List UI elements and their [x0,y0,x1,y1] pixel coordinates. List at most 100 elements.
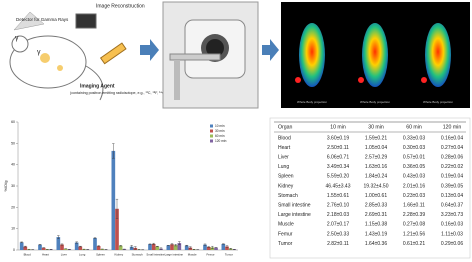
pet-label: Whole Body projection [360,100,390,104]
error-bar [189,246,192,249]
table-cell: 2.85±0.33 [365,203,387,209]
bar [56,237,61,250]
legend-label: 10 min [215,124,225,128]
table-cell: 2.28±0.39 [403,212,425,218]
bar [177,243,182,250]
table-cell: 0.22±0.02 [441,164,463,170]
bar [118,245,123,250]
error-bar [115,198,119,219]
table-cell: Liver [278,155,289,161]
table-cell: Femur [278,231,293,237]
image-reconstruction: Image Reconstruction [96,3,145,9]
mouse-illustration [9,11,127,101]
table-cell: 1.21±0.56 [403,231,425,237]
error-bar [112,143,115,159]
bar [148,244,152,250]
y-tick-label: 60 [11,120,15,124]
table-header: 120 min [443,124,462,130]
x-tick-label: Heart [42,253,49,257]
table-cell: 0.61±0.21 [403,241,425,247]
bar [155,246,160,250]
bar [78,246,83,250]
table-cell: 2.07±0.17 [327,222,349,228]
table-cell: 1.15±0.38 [365,222,387,228]
table-cell: 0.43±0.03 [403,174,425,180]
bar [228,248,233,250]
error-bar [97,245,100,247]
bar [214,247,218,250]
table-cell: 19.32±4.50 [364,183,389,189]
legend-swatch [210,134,213,138]
bar [82,249,86,250]
legend-swatch [210,129,213,133]
arrow [140,39,159,61]
table-header: 30 min [368,124,384,130]
table-cell: 6.06±0.71 [327,155,349,161]
bar [206,246,211,250]
bar [166,245,171,250]
table-cell: 1.64±0.36 [365,241,387,247]
agent-label: Imaging Agent [80,83,115,89]
y-tick-label: 50 [11,141,15,145]
y-tick-label: 10 [11,227,15,231]
error-bar [174,244,177,247]
table-cell: 0.39±0.05 [441,183,463,189]
table-cell: 2.01±0.16 [403,183,425,189]
error-bar [119,245,122,247]
table-cell: 2.82±0.11 [327,241,349,247]
table-cell: 2.76±0.10 [327,203,349,209]
bar [60,244,64,250]
error-bar [134,246,137,250]
table-cell: 1.00±0.61 [365,193,387,199]
pet-label: Whole Body projection [423,100,453,104]
error-bar [225,245,229,248]
table-cell: 0.16±0.03 [441,222,463,228]
table-cell: Tumor [278,241,293,247]
error-bar [57,235,60,239]
error-bar [159,247,163,250]
error-bar [211,246,214,249]
pet-label: Whole Body projection [297,100,327,104]
error-bar [93,237,97,239]
error-bar [130,245,133,249]
bar [115,208,119,250]
legend-swatch [210,124,213,128]
bar [151,243,156,250]
bar [221,243,226,250]
bar [188,247,193,250]
table-cell: Stomach [278,193,298,199]
table-cell: 2.18±0.03 [327,212,349,218]
bar [129,246,134,250]
bar [19,242,24,250]
bar [45,249,50,250]
table-cell: 1.66±0.11 [403,203,425,209]
table-cell: 1.84±0.24 [365,174,387,180]
error-bar [152,243,155,245]
table-cell: 0.27±0.08 [403,222,425,228]
table-cell: Large intestine [278,212,311,218]
table-cell: 1.11±0.03 [441,231,463,237]
x-tick-label: Tumor [225,253,233,257]
detector-label: Detector for Gamma Rays [16,17,69,22]
bar [170,244,174,250]
error-bar [75,241,78,244]
error-bar [24,245,27,248]
error-bar [170,243,174,246]
y-axis-label: %ID/g [3,181,8,192]
table-cell: 1.59±0.21 [365,135,387,141]
bar [184,245,189,250]
legend-swatch [210,139,213,143]
error-bar [203,243,207,246]
table-cell: Lung [278,164,289,170]
bar [27,249,31,250]
bar [100,249,105,250]
x-tick-label: Spleen [96,253,105,257]
table-cell: 0.30±0.03 [403,145,425,151]
table-header: Organ [278,124,293,130]
error-bar [178,241,181,245]
gamma-label: γ [37,49,41,56]
table-cell: 0.16±0.04 [441,135,463,141]
table-cell: 0.19±0.04 [441,174,463,180]
error-bar [60,243,64,246]
